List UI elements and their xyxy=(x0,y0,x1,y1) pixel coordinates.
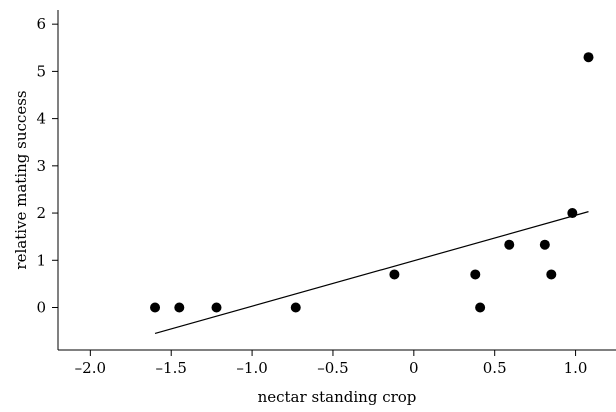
data-point xyxy=(567,208,578,219)
x-tick-label: –2.0 xyxy=(75,359,106,377)
y-axis-title: relative mating success xyxy=(12,90,30,269)
data-point xyxy=(150,302,161,313)
axes xyxy=(57,10,616,351)
x-tick-label: –0.5 xyxy=(317,359,348,377)
x-tick-label: 1.0 xyxy=(564,359,588,377)
y-tick-label: 0 xyxy=(36,299,46,317)
data-point xyxy=(470,269,481,280)
y-tick-label: 2 xyxy=(36,204,46,222)
y-ticks: 0 1 2 3 4 5 6 xyxy=(36,15,58,317)
data-point xyxy=(583,52,594,63)
data-point xyxy=(211,302,222,313)
x-axis-title: nectar standing crop xyxy=(258,388,417,406)
x-tick-label: 0 xyxy=(409,359,419,377)
points-layer xyxy=(150,52,594,313)
data-point xyxy=(539,239,550,250)
data-point xyxy=(504,239,515,250)
x-tick-label: –1.5 xyxy=(156,359,187,377)
data-point xyxy=(546,269,557,280)
x-ticks: –2.0 –1.5 –1.0 –0.5 0 0.5 1.0 xyxy=(75,350,588,377)
x-tick-label: –1.0 xyxy=(236,359,267,377)
y-tick-label: 4 xyxy=(36,110,46,128)
x-tick-label: 0.5 xyxy=(483,359,507,377)
y-tick-label: 1 xyxy=(36,251,46,269)
data-point xyxy=(174,302,185,313)
data-point xyxy=(475,302,486,313)
y-tick-label: 5 xyxy=(36,62,46,80)
trendline xyxy=(154,211,589,335)
data-point xyxy=(389,269,400,280)
trendline-layer xyxy=(154,211,589,335)
y-tick-label: 6 xyxy=(36,15,46,33)
y-tick-label: 3 xyxy=(36,157,46,175)
data-point xyxy=(290,302,301,313)
